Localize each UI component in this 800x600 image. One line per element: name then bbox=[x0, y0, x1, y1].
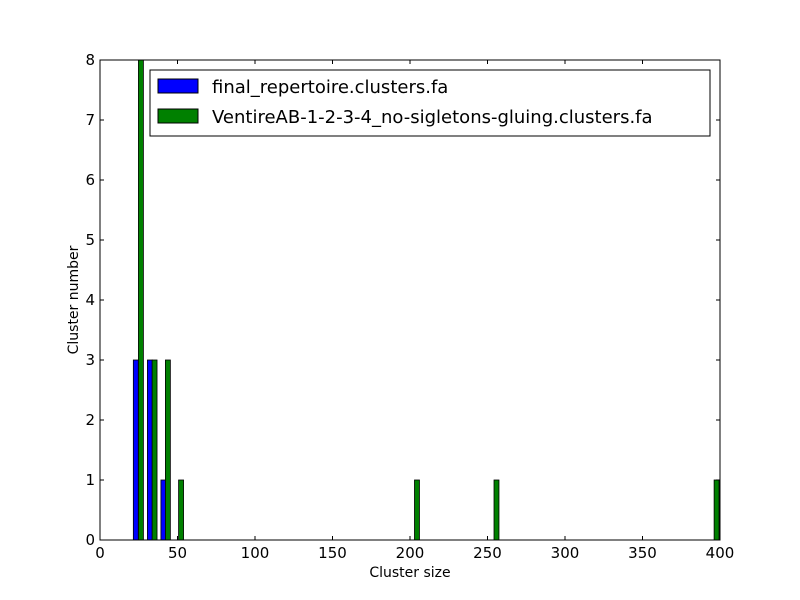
y-tick-label: 5 bbox=[85, 231, 95, 249]
y-tick-label: 0 bbox=[85, 531, 95, 549]
y-tick-label: 1 bbox=[85, 471, 95, 489]
bar-series-1-4 bbox=[414, 479, 420, 541]
bar-series-1-5 bbox=[493, 479, 500, 541]
y-tick-label: 6 bbox=[85, 171, 95, 189]
legend-label-final-repertoire: final_repertoire.clusters.fa bbox=[212, 77, 448, 98]
bar-series-1-3 bbox=[178, 479, 184, 541]
bar-series-1-6 bbox=[713, 479, 720, 541]
bar-series-1-0 bbox=[138, 59, 144, 541]
legend-swatch-ventireab bbox=[157, 108, 199, 124]
x-tick-label: 200 bbox=[396, 544, 425, 562]
x-tick-label: 350 bbox=[628, 544, 657, 562]
legend-box bbox=[149, 69, 711, 137]
bar-series-0-1 bbox=[147, 359, 153, 541]
legend-label-ventireab: VentireAB-1-2-3-4_no-sigletons-gluing.cl… bbox=[212, 107, 653, 128]
x-tick-label: 250 bbox=[473, 544, 502, 562]
legend-swatch-final-repertoire bbox=[157, 78, 199, 94]
x-tick-label: 400 bbox=[706, 544, 735, 562]
y-tick-label: 2 bbox=[85, 411, 95, 429]
legend: final_repertoire.clusters.fa VentireAB-1… bbox=[149, 69, 711, 137]
x-tick-label: 50 bbox=[168, 544, 187, 562]
y-tick-label: 4 bbox=[85, 291, 95, 309]
y-tick-label: 3 bbox=[85, 351, 95, 369]
x-tick-label: 300 bbox=[551, 544, 580, 562]
y-tick-label: 8 bbox=[85, 51, 95, 69]
x-axis-label: Cluster size bbox=[369, 565, 450, 581]
axis-ticks: 0 50 100 150 200 250 300 350 400 0 1 2 3 4 5 6 7 8 bbox=[85, 51, 734, 562]
bar-series-0-0 bbox=[132, 359, 139, 541]
bar-series-1-1 bbox=[151, 359, 158, 541]
x-tick-label: 0 bbox=[95, 544, 105, 562]
x-tick-label: 100 bbox=[241, 544, 270, 562]
y-tick-label: 7 bbox=[85, 111, 95, 129]
y-axis-label: Cluster number bbox=[66, 245, 82, 354]
x-tick-label: 150 bbox=[318, 544, 347, 562]
bar-series-1-2 bbox=[165, 359, 171, 541]
